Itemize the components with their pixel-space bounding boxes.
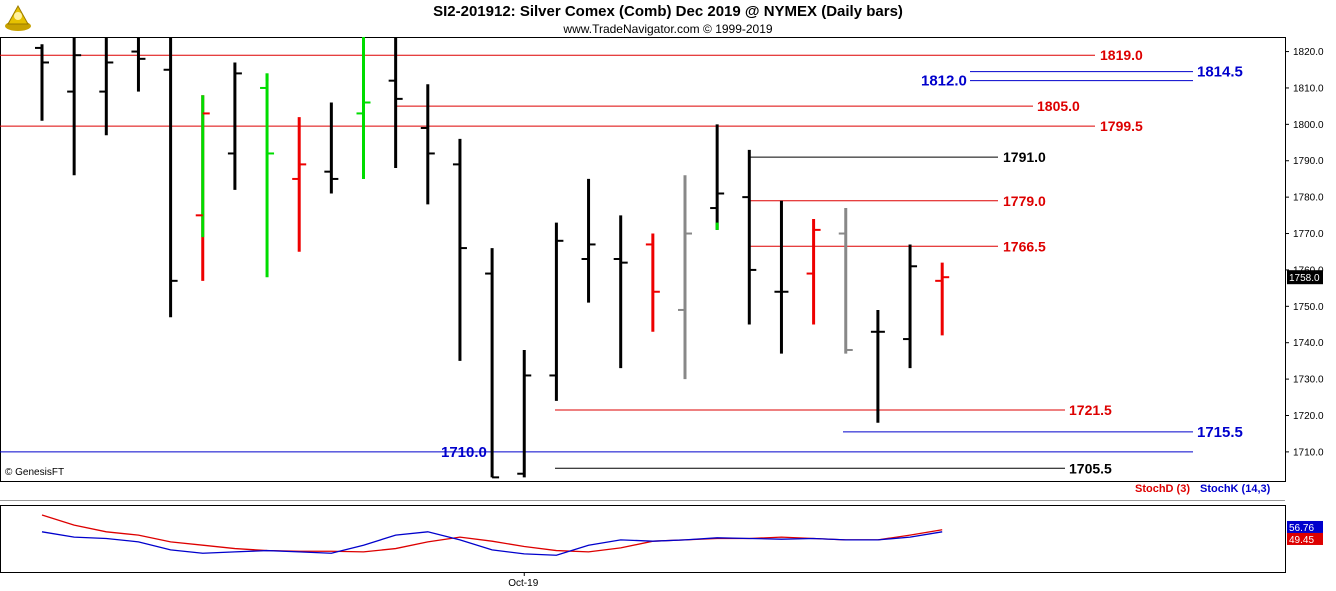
y-tick-label: 1820.0 [1293, 47, 1324, 58]
level-label-1715.5: 1715.5 [1197, 424, 1243, 441]
stochk-value-label: 56.76 [1289, 523, 1314, 534]
copyright-label: © GenesisFT [5, 467, 65, 478]
y-tick-label: 1800.0 [1293, 120, 1324, 131]
y-tick-label: 1780.0 [1293, 193, 1324, 204]
last-price-box [1287, 270, 1323, 285]
level-label-1799.5: 1799.5 [1100, 118, 1143, 134]
legend-stochd: StochD (3) [1135, 483, 1190, 495]
y-tick-label: 1710.0 [1293, 447, 1324, 458]
stoch-line-StochD (3) [41, 514, 943, 553]
oscillator-pane-frame [0, 505, 1286, 573]
y-tick-label: 1770.0 [1293, 229, 1324, 240]
last-price-label: 1758.0 [1289, 273, 1320, 284]
level-label-1805.0: 1805.0 [1037, 98, 1080, 114]
level-label-1812.0: 1812.0 [921, 73, 967, 90]
chart-subtitle: www.TradeNavigator.com © 1999-2019 [563, 22, 773, 36]
y-tick-label: 1730.0 [1293, 375, 1324, 386]
level-label-1791.0: 1791.0 [1003, 149, 1046, 165]
level-label-1721.5: 1721.5 [1069, 402, 1112, 418]
level-label-1710.0: 1710.0 [441, 444, 487, 461]
level-label-1814.5: 1814.5 [1197, 64, 1243, 81]
y-tick-label: 1720.0 [1293, 411, 1324, 422]
stochd-value-box [1287, 532, 1323, 545]
legend-stochk: StochK (14,3) [1200, 483, 1271, 495]
level-label-1819.0: 1819.0 [1100, 47, 1143, 63]
level-label-1779.0: 1779.0 [1003, 193, 1046, 209]
stoch-line-StochK (14,3) [41, 531, 943, 556]
stochk-value-box [1287, 520, 1323, 533]
stochd-value-label: 49.45 [1289, 535, 1314, 546]
level-label-1705.5: 1705.5 [1069, 460, 1112, 476]
y-tick-label: 1750.0 [1293, 302, 1324, 313]
y-tick-label: 1790.0 [1293, 156, 1324, 167]
y-tick-label: 1740.0 [1293, 338, 1324, 349]
chart-title: SI2-201912: Silver Comex (Comb) Dec 2019… [433, 3, 903, 20]
x-tick-label: Oct-19 [508, 578, 538, 589]
level-label-1766.5: 1766.5 [1003, 238, 1046, 254]
y-tick-label: 1810.0 [1293, 83, 1324, 94]
trade-navigator-logo-icon [2, 2, 34, 32]
price-pane-frame [0, 37, 1286, 482]
